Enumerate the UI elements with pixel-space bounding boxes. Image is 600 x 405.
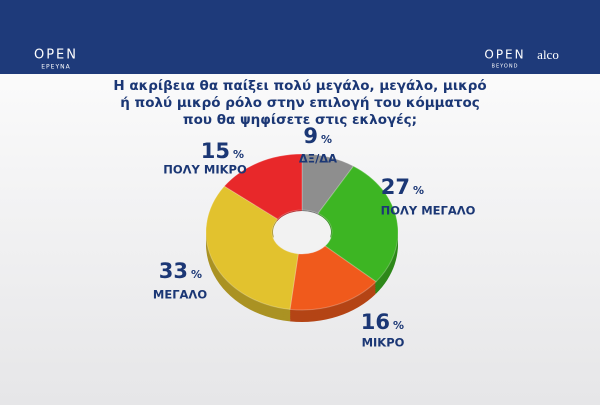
chart-title: που θα ψηφίσετε στις εκλογές; bbox=[183, 112, 417, 128]
slice bbox=[223, 153, 303, 220]
logo-sub: ΕΡΕΥΝΑ bbox=[41, 64, 70, 71]
partner-logo: OPEN bbox=[484, 48, 525, 62]
value-unit: % bbox=[393, 319, 404, 332]
chart-title: ή πολύ μικρό ρόλο στην επιλογή του κόμμα… bbox=[120, 95, 480, 111]
value-label: 16 bbox=[361, 310, 390, 334]
value-unit: % bbox=[413, 184, 424, 197]
value-unit: % bbox=[321, 133, 332, 146]
category-label: ΜΕΓΑΛΟ bbox=[153, 288, 207, 302]
category-label: ΔΞ/ΔΑ bbox=[299, 152, 337, 166]
chart: Η ακρίβεια θα παίξει πολύ μεγάλο, μεγάλο… bbox=[113, 78, 486, 350]
value-label: 15 bbox=[201, 139, 230, 163]
slice bbox=[289, 245, 377, 311]
category-label: ΜΙΚΡΟ bbox=[362, 336, 405, 350]
value-label: 27 bbox=[381, 175, 410, 199]
header-bar bbox=[0, 0, 600, 74]
value-unit: % bbox=[191, 268, 202, 281]
brand: alco bbox=[537, 47, 559, 62]
slice bbox=[317, 165, 399, 283]
logo: OPEN bbox=[34, 48, 78, 63]
slice bbox=[301, 153, 355, 215]
chart-title: Η ακρίβεια θα παίξει πολύ μεγάλο, μεγάλο… bbox=[113, 78, 486, 94]
hole bbox=[273, 211, 331, 253]
value-label: 33 bbox=[159, 259, 188, 283]
category-label: ΠΟΛΥ ΜΕΓΑΛΟ bbox=[381, 204, 476, 218]
category-label: ΠΟΛΥ ΜΙΚΡΟ bbox=[163, 163, 247, 177]
value-unit: % bbox=[233, 148, 244, 161]
slice bbox=[205, 185, 299, 310]
partner-sub: BEYOND bbox=[492, 64, 519, 70]
value-label: 9 bbox=[303, 124, 318, 148]
